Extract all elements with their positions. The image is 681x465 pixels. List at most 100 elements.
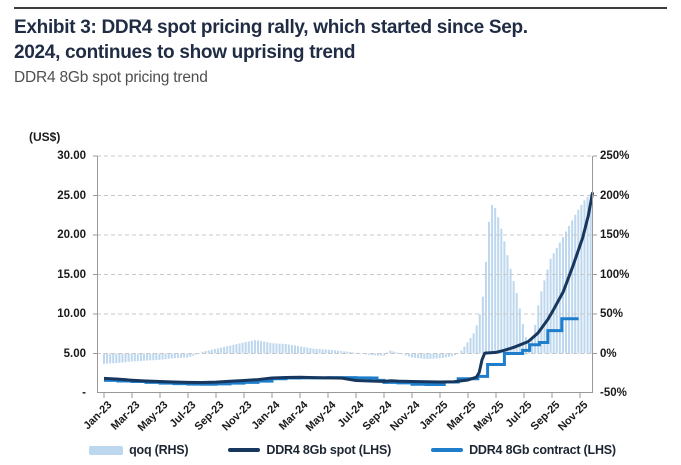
qoq-bar: [158, 353, 161, 360]
legend-item-spot: DDR4 8Gb spot (LHS): [228, 443, 391, 457]
qoq-bar: [327, 349, 330, 354]
qoq-bar: [112, 353, 115, 364]
qoq-bar: [207, 350, 210, 354]
qoq-bar: [106, 353, 109, 364]
qoq-bar: [583, 200, 586, 354]
exhibit-title-line2: 2024, continues to show uprising trend: [14, 42, 356, 63]
qoq-bar: [318, 349, 321, 354]
qoq-bar: [281, 343, 284, 354]
qoq-bar: [121, 353, 124, 363]
qoq-bar: [226, 346, 229, 354]
qoq-bar: [303, 347, 306, 354]
qoq-bar: [263, 341, 266, 354]
qoq-bar: [494, 208, 497, 354]
qoq-bar: [426, 353, 429, 359]
qoq-bar: [204, 351, 207, 354]
qoq-bar: [586, 197, 589, 354]
qoq-bar: [497, 217, 500, 354]
qoq-bar: [537, 305, 540, 354]
rhs-tick-label: 100%: [600, 268, 630, 281]
qoq-bar: [201, 351, 204, 354]
qoq-bar: [272, 343, 275, 354]
qoq-bar: [340, 351, 343, 354]
rhs-tick-label: 150%: [600, 229, 630, 241]
qoq-bar: [253, 340, 256, 354]
qoq-bar: [540, 291, 543, 354]
lhs-tick-label: 20.00: [57, 229, 86, 241]
qoq-bar: [232, 344, 235, 354]
qoq-bar: [149, 353, 152, 361]
qoq-bar: [216, 348, 219, 354]
qoq-bar: [451, 353, 454, 357]
qoq-bar: [309, 348, 312, 354]
qoq-bar: [503, 241, 506, 354]
qoq-bar: [481, 296, 484, 354]
legend-item-contract: DDR4 8Gb contract (LHS): [431, 443, 616, 457]
qoq-bar: [444, 353, 447, 358]
qoq-bar: [297, 346, 300, 354]
qoq-bar: [312, 348, 315, 354]
qoq-bar: [441, 353, 444, 358]
qoq-bar: [155, 353, 158, 361]
qoq-bar: [346, 351, 349, 354]
qoq-bar: [574, 214, 577, 354]
qoq-bar: [435, 353, 438, 359]
qoq-bar: [469, 337, 472, 354]
plot-area: [93, 155, 597, 398]
legend-label-qoq: qoq (RHS): [129, 443, 189, 457]
qoq-bar: [324, 349, 327, 354]
qoq-bar: [478, 314, 481, 354]
qoq-bar: [534, 324, 537, 354]
qoq-bar: [392, 351, 395, 354]
qoq-bar: [401, 353, 404, 355]
qoq-bar: [438, 353, 441, 359]
qoq-bar: [370, 353, 373, 356]
chart-subtitle: DDR4 8Gb spot pricing trend: [14, 69, 208, 86]
qoq-bar: [130, 353, 133, 362]
qoq-bar: [210, 349, 213, 354]
qoq-area-swatch-icon: [89, 445, 124, 455]
qoq-bar: [509, 268, 512, 354]
qoq-bar: [407, 353, 410, 357]
qoq-bar: [349, 352, 352, 354]
qoq-bar: [164, 353, 167, 360]
qoq-bar: [488, 221, 490, 354]
qoq-bar: [404, 353, 407, 356]
lhs-tick-label: -: [82, 387, 86, 399]
qoq-bar: [139, 353, 142, 361]
qoq-bar: [244, 342, 247, 354]
qoq-bar: [411, 353, 413, 358]
qoq-bar: [146, 353, 149, 361]
qoq-bar: [257, 340, 259, 354]
qoq-bar: [161, 353, 164, 360]
qoq-bar: [367, 353, 370, 355]
qoq-bar: [589, 194, 592, 354]
qoq-bar: [521, 324, 524, 354]
qoq-bar: [423, 353, 426, 359]
legend-label-spot: DDR4 8Gb spot (LHS): [266, 443, 392, 457]
qoq-bar: [241, 342, 244, 354]
lhs-axis-unit-label: (US$): [29, 130, 61, 144]
qoq-bar: [420, 353, 423, 359]
lhs-tick-label: 25.00: [57, 189, 86, 202]
qoq-bar: [167, 353, 170, 359]
qoq-bar: [389, 350, 392, 354]
qoq-bar: [173, 353, 176, 359]
qoq-bar: [213, 349, 216, 354]
qoq-bar: [506, 255, 509, 354]
rhs-tick-label: 250%: [600, 150, 630, 162]
qoq-bar: [186, 353, 189, 358]
legend-item-qoq: qoq (RHS): [89, 443, 189, 457]
qoq-bar: [515, 293, 518, 354]
qoq-bar: [447, 353, 450, 357]
qoq-bar: [466, 342, 469, 354]
qoq-bar: [463, 346, 466, 354]
qoq-bar: [278, 343, 281, 354]
lhs-tick-label: 10.00: [57, 308, 86, 320]
qoq-bar: [484, 261, 487, 354]
qoq-bar: [334, 350, 336, 354]
contract-line-swatch-icon: [431, 448, 464, 452]
qoq-bar: [287, 344, 290, 354]
qoq-bar: [269, 342, 272, 354]
